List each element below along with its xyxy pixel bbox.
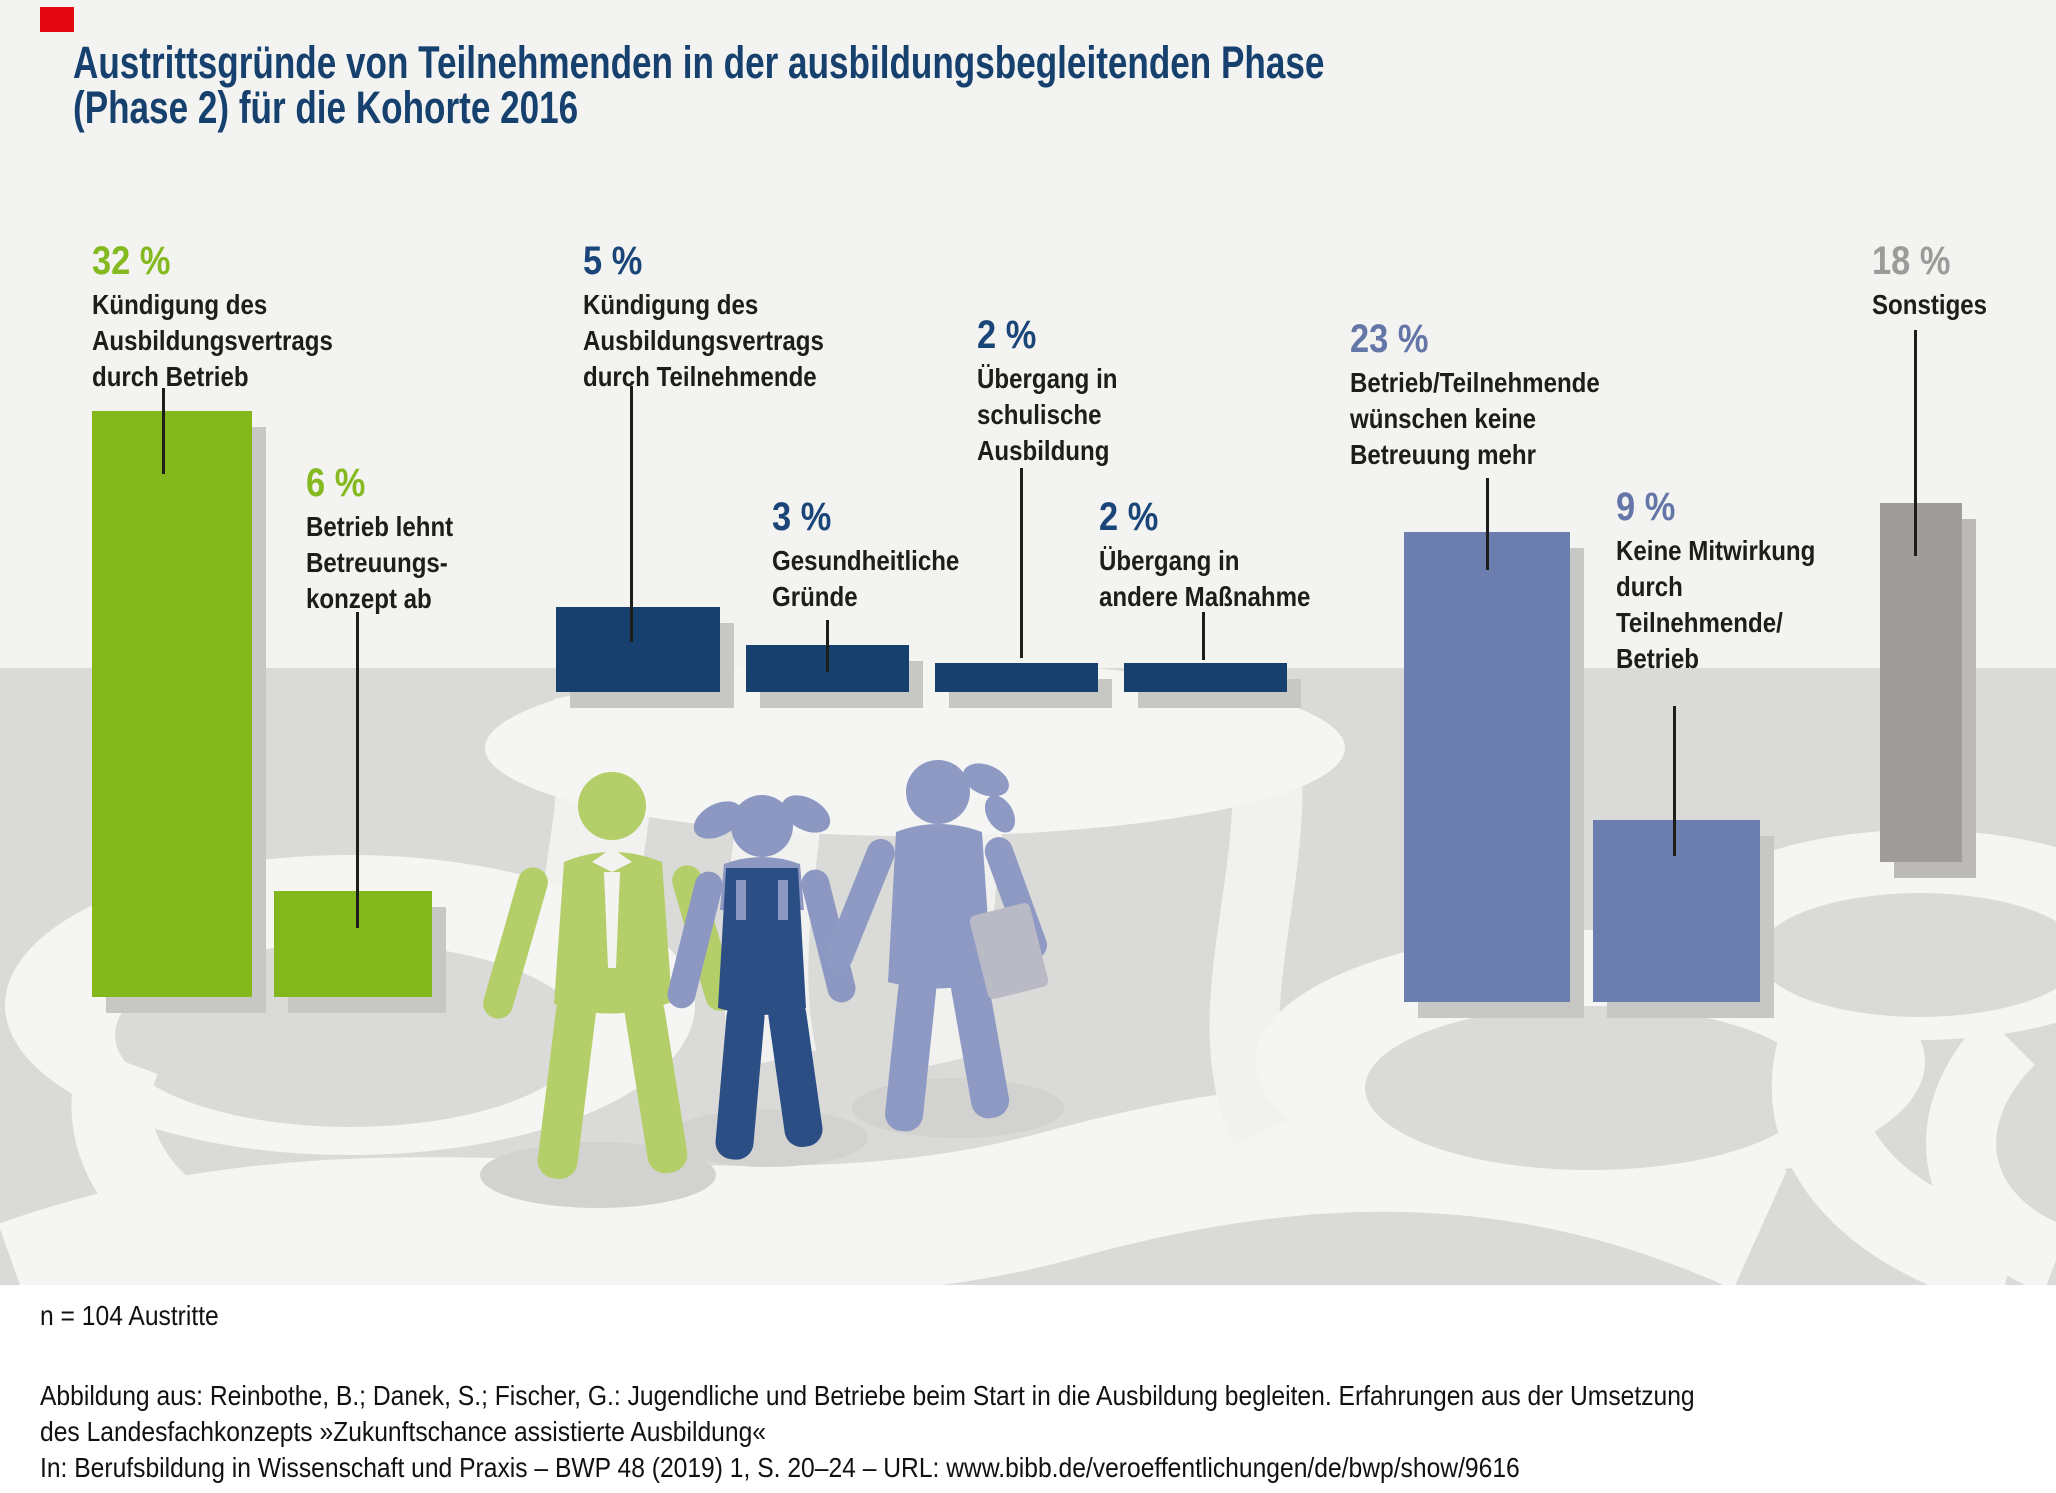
label-block-keine-betreuung: 23 % Betrieb/Teilnehmende wünschen keine… (1350, 318, 1600, 473)
label-block-keine-mitwirkung: 9 % Keine Mitwirkung durch Teilnehmende/… (1616, 486, 1815, 677)
pct-value: 23 % (1350, 317, 1429, 361)
bar-kuendigung-durch-teilnehmende (556, 607, 720, 692)
label-line: Teilnehmende/ (1616, 607, 1783, 638)
girl-ponytail-purple-icon (824, 760, 1049, 1132)
label-line: Keine Mitwirkung (1616, 535, 1816, 566)
red-square-logo (40, 7, 74, 32)
page-title: Austrittsgründe von Teilnehmenden in der… (73, 40, 1324, 130)
label-line: Betreuungs- (306, 547, 448, 578)
bar-uebergang-andere (1124, 663, 1287, 692)
bar-uebergang-schulische (935, 663, 1098, 692)
bar-keine-mitwirkung (1593, 820, 1760, 1002)
connector-line (826, 620, 829, 672)
bar-kuendigung-durch-betrieb (92, 411, 252, 997)
connector-line (162, 388, 165, 474)
label-line: Gesundheitliche (772, 545, 960, 576)
label-line: durch (1616, 571, 1683, 602)
label-block-sonstiges: 18 % Sonstiges (1872, 240, 1987, 323)
connector-line (1914, 330, 1917, 556)
label-line: Betreuung mehr (1350, 439, 1536, 470)
clipboard-icon (969, 903, 1049, 999)
connector-line (1020, 468, 1023, 658)
label-block-kuendigung-teilnehmende: 5 % Kündigung des Ausbildungsvertrags du… (583, 240, 824, 395)
label-line: Ausbildungsvertrags (92, 325, 333, 356)
connector-line (356, 612, 359, 928)
label-line: konzept ab (306, 583, 432, 614)
bar-betrieb-lehnt-konzept (274, 891, 432, 997)
person-shadow (668, 1109, 868, 1167)
pct-value: 3 % (772, 495, 832, 539)
pct-value: 6 % (306, 461, 366, 505)
pct-value: 32 % (92, 239, 171, 283)
connector-line (1673, 706, 1676, 856)
source-line-1: Abbildung aus: Reinbothe, B.; Danek, S.;… (40, 1380, 1695, 1411)
label-line: Betrieb/Teilnehmende (1350, 367, 1600, 398)
label-line: Betrieb lehnt (306, 511, 454, 542)
connector-line (1486, 478, 1489, 570)
label-line: Übergang in (1099, 545, 1240, 576)
label-block-betrieb-lehnt: 6 % Betrieb lehnt Betreuungs- konzept ab (306, 462, 453, 617)
label-line: Übergang in (977, 363, 1118, 394)
connector-line (1202, 612, 1205, 660)
label-line: Ausbildung (977, 435, 1110, 466)
pct-value: 18 % (1872, 239, 1951, 283)
label-line: Betrieb (1616, 643, 1699, 674)
label-block-gesundheitliche: 3 % Gesundheitliche Gründe (772, 496, 959, 615)
label-line: Sonstiges (1872, 289, 1988, 320)
label-block-kuendigung-betrieb: 32 % Kündigung des Ausbildungsvertrags d… (92, 240, 333, 395)
pct-value: 2 % (1099, 495, 1159, 539)
bar-keine-betreuung-mehr (1404, 532, 1570, 1002)
walking-man-green-icon (483, 772, 736, 1179)
pct-value: 2 % (977, 313, 1037, 357)
label-line: Kündigung des (583, 289, 759, 320)
label-line: Kündigung des (92, 289, 268, 320)
label-line: andere Maßnahme (1099, 581, 1311, 612)
label-block-uebergang-andere: 2 % Übergang in andere Maßnahme (1099, 496, 1310, 615)
sample-size-note: n = 104 Austritte (40, 1300, 219, 1331)
bar-sonstiges (1880, 503, 1962, 862)
label-line: Gründe (772, 581, 858, 612)
label-line: durch Teilnehmende (583, 361, 817, 392)
label-line: durch Betrieb (92, 361, 249, 392)
girl-pigtails-navy-icon (667, 795, 856, 1160)
pct-value: 5 % (583, 239, 643, 283)
label-line: Ausbildungsvertrags (583, 325, 824, 356)
label-line: wünschen keine (1350, 403, 1537, 434)
people-illustration (480, 760, 1064, 1208)
title-line-2: (Phase 2) für die Kohorte 2016 (73, 82, 579, 133)
connector-line (630, 386, 633, 642)
label-block-uebergang-schulische: 2 % Übergang in schulische Ausbildung (977, 314, 1117, 469)
person-shadow (852, 1078, 1064, 1138)
title-line-1: Austrittsgründe von Teilnehmenden in der… (73, 37, 1325, 88)
label-line: schulische (977, 399, 1102, 430)
source-line-3: In: Berufsbildung in Wissenschaft und Pr… (40, 1452, 1520, 1483)
pct-value: 9 % (1616, 485, 1676, 529)
source-line-2: des Landesfachkonzepts »Zukunftschance a… (40, 1416, 766, 1447)
